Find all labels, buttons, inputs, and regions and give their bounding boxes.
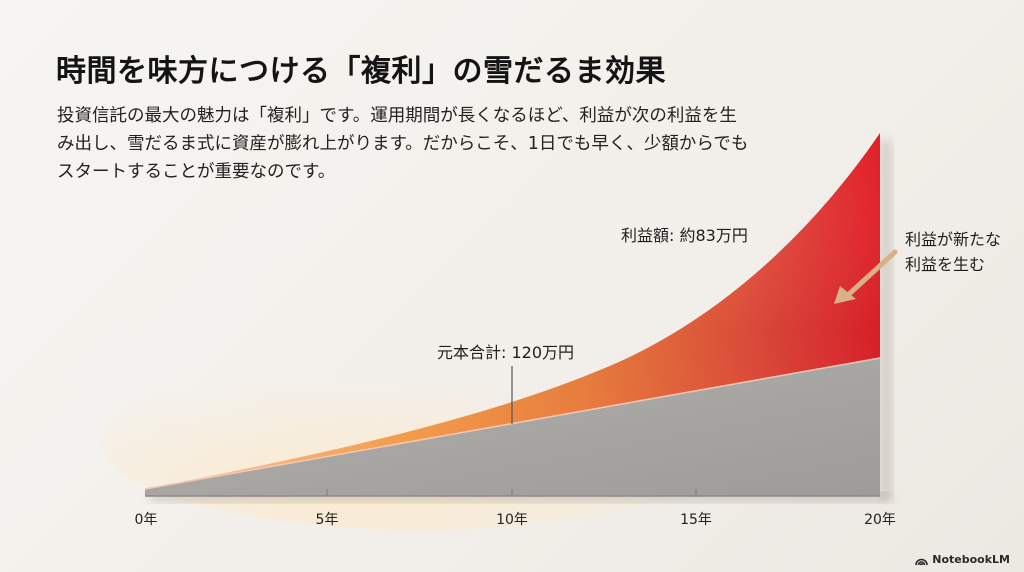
brand-name: NotebookLM [932,553,1010,566]
x-tick-label: 10年 [496,512,528,528]
description-line: スタートすることが重要なのです。 [57,162,336,182]
x-tick-label: 5年 [315,512,339,528]
description: 投資信託の最大の魅力は「複利」です。運用期間が長くなるほど、利益が次の利益を生 … [57,102,777,186]
compound-note-line: 利益を生む [905,255,986,274]
brand-watermark: NotebookLM [915,553,1010,566]
description-line: み出し、雪だるま式に資産が膨れ上がります。だからこそ、1日でも早く、少額からでも [57,134,749,154]
page-title: 時間を味方につける「複利」の雪だるま効果 [56,54,666,89]
compound-note: 利益が新たな 利益を生む [905,227,1001,277]
principal-area [145,358,880,496]
profit-amount-label: 利益額: 約83万円 [621,226,748,245]
x-tick-label: 15年 [680,512,712,528]
arrow-icon [834,249,898,304]
base-shadow [150,492,890,502]
side-shadow [880,140,892,498]
x-tick-label: 20年 [864,512,896,528]
notebooklm-logo-icon [915,558,929,565]
x-tick-label: 0年 [134,512,158,528]
compound-note-line: 利益が新たな [905,230,1002,249]
description-line: 投資信託の最大の魅力は「複利」です。運用期間が長くなるほど、利益が次の利益を生 [57,106,737,126]
principal-total-label: 元本合計: 120万円 [437,343,575,362]
